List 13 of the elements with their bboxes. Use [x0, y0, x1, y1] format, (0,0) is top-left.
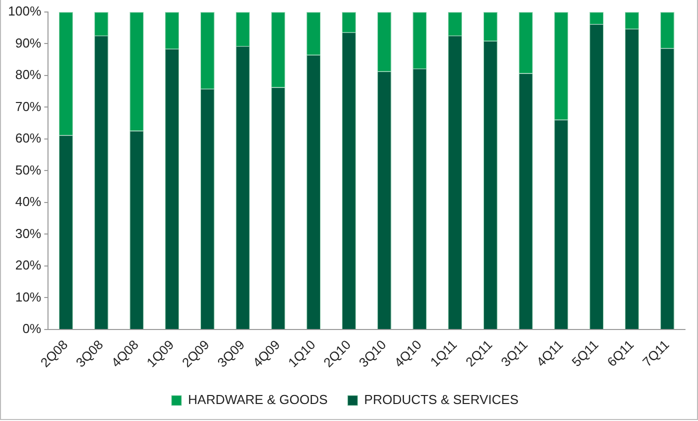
y-tick-label: 40% — [15, 194, 42, 210]
y-tick-label: 80% — [15, 67, 42, 82]
y-tick-label: 20% — [15, 258, 42, 273]
legend-label: HARDWARE & GOODS — [188, 392, 328, 408]
y-tick-label: 50% — [15, 162, 42, 178]
legend-label: PRODUCTS & SERVICES — [364, 392, 519, 408]
y-tick-label: 100% — [8, 4, 42, 19]
y-tick-label: 70% — [15, 98, 42, 114]
y-tick-label: 0% — [22, 321, 42, 336]
y-tick-label: 60% — [15, 130, 42, 146]
y-tick-label: 90% — [15, 35, 42, 50]
y-tick-label: 10% — [15, 289, 42, 304]
y-tick-label: 30% — [15, 226, 42, 241]
